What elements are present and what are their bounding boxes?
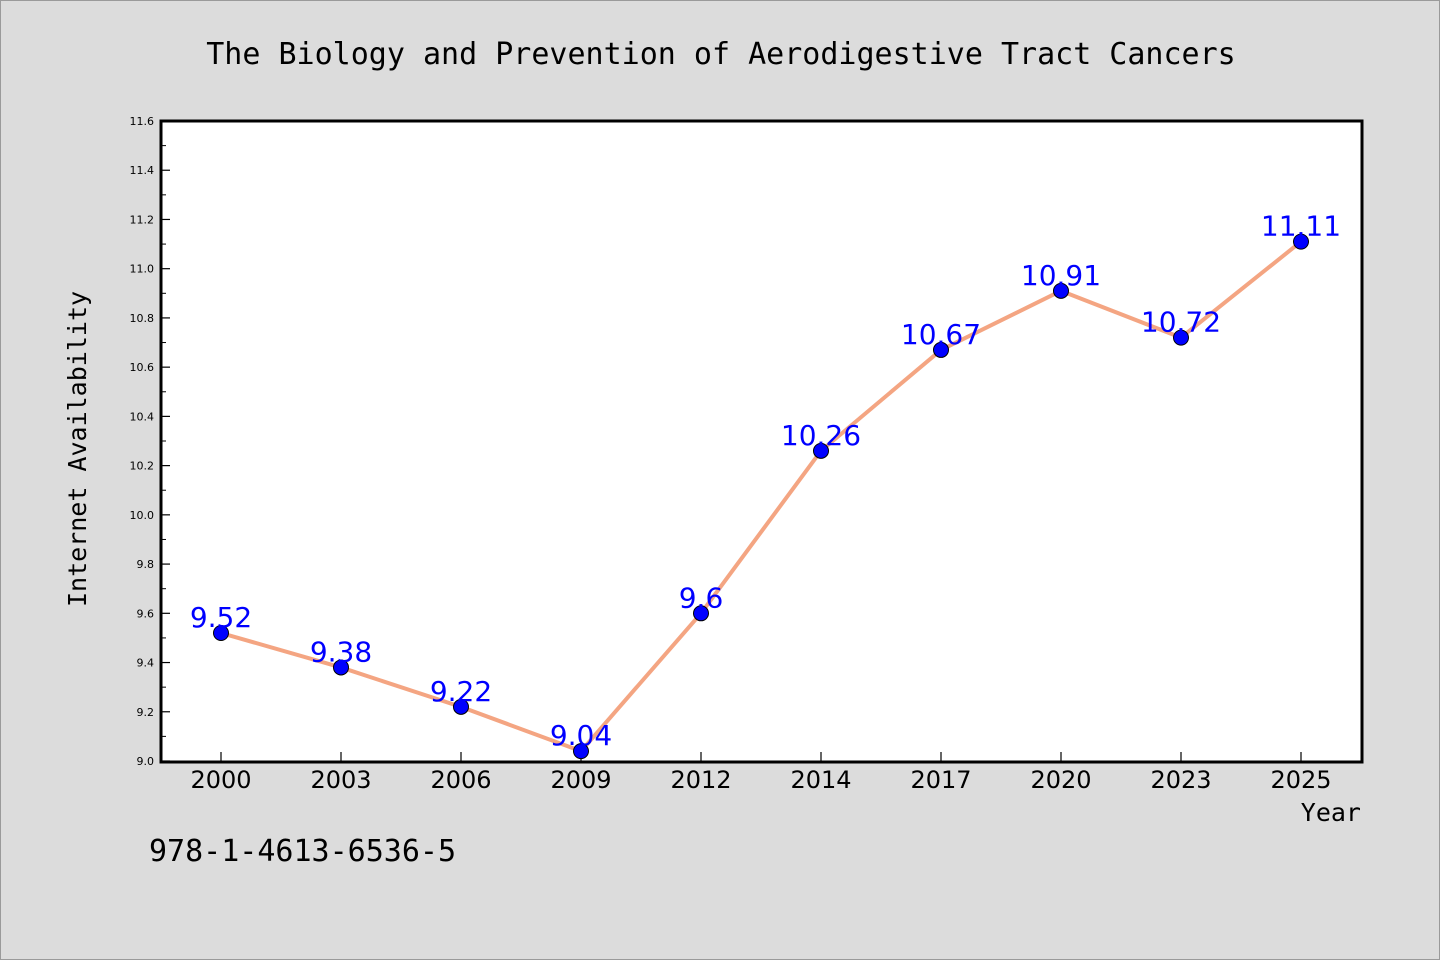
y-tick-label: 10.8 bbox=[130, 312, 155, 325]
data-label: 9.22 bbox=[430, 675, 492, 708]
y-axis-ticks: 9.0 9.2 9.4 9.6 9.8 10.0 10.2 10.4 10.6 10.8 11.0 1… bbox=[130, 115, 170, 768]
plot-area bbox=[159, 119, 1364, 764]
data-label: 10.67 bbox=[901, 318, 981, 351]
footnote-isbn: 978-1-4613-6536-5 bbox=[149, 834, 457, 869]
y-tick-label: 9.6 bbox=[137, 607, 155, 620]
data-point-marker bbox=[1293, 233, 1309, 250]
data-label: 10.91 bbox=[1021, 259, 1101, 292]
y-tick-label: 11.2 bbox=[130, 213, 155, 226]
x-tick-label: 2012 bbox=[670, 766, 731, 794]
y-tick-label: 11.6 bbox=[130, 115, 155, 128]
series-layer: 9.52 9.38 9.22 9.04 9.6 10.26 10.67 10.91 10.72 1… bbox=[190, 210, 1341, 760]
data-label: 9.38 bbox=[310, 635, 372, 668]
series-line bbox=[219, 239, 1303, 754]
data-point-marker bbox=[813, 442, 829, 459]
x-tick-label: 2025 bbox=[1270, 766, 1331, 794]
y-tick-label: 9.2 bbox=[137, 706, 155, 719]
y-axis-label: Internet Availability bbox=[63, 291, 92, 607]
data-label: 10.26 bbox=[781, 419, 861, 452]
x-tick-label: 2009 bbox=[550, 766, 611, 794]
data-point-marker bbox=[213, 625, 229, 641]
data-label: 9.04 bbox=[550, 719, 612, 752]
y-tick-label: 11.4 bbox=[130, 164, 155, 177]
x-axis-ticks: 2000 2003 2006 2009 2012 2014 2017 2020 2023 2025 bbox=[190, 752, 1332, 794]
data-point-marker bbox=[453, 698, 469, 715]
y-tick-label: 10.0 bbox=[130, 509, 155, 522]
y-tick-label: 9.8 bbox=[137, 558, 155, 571]
chart-title: The Biology and Prevention of Aerodigest… bbox=[206, 37, 1236, 72]
x-tick-label: 2014 bbox=[790, 766, 851, 794]
data-point-marker bbox=[933, 341, 949, 358]
y-tick-label: 10.4 bbox=[130, 410, 155, 423]
data-point-marker bbox=[333, 659, 349, 676]
data-point-marker bbox=[1053, 282, 1069, 299]
x-axis-label: Year bbox=[1301, 798, 1361, 827]
x-tick-label: 2000 bbox=[190, 766, 251, 794]
x-tick-label: 2023 bbox=[1150, 766, 1211, 794]
x-tick-label: 2020 bbox=[1030, 766, 1091, 794]
data-point-marker bbox=[1173, 329, 1189, 346]
y-tick-label: 9.0 bbox=[137, 755, 155, 768]
data-label: 10.72 bbox=[1141, 306, 1221, 339]
data-label: 11.11 bbox=[1261, 210, 1341, 243]
y-tick-label: 10.2 bbox=[130, 460, 155, 473]
x-tick-label: 2017 bbox=[910, 766, 971, 794]
y-tick-label: 10.6 bbox=[130, 361, 155, 374]
data-label: 9.52 bbox=[190, 601, 252, 634]
data-point-marker bbox=[693, 605, 709, 622]
x-tick-label: 2003 bbox=[310, 766, 371, 794]
data-label: 9.6 bbox=[679, 581, 724, 614]
y-tick-label: 9.4 bbox=[137, 657, 155, 670]
data-point-marker bbox=[573, 743, 589, 760]
x-tick-label: 2006 bbox=[430, 766, 491, 794]
y-tick-label: 11.0 bbox=[130, 263, 155, 276]
